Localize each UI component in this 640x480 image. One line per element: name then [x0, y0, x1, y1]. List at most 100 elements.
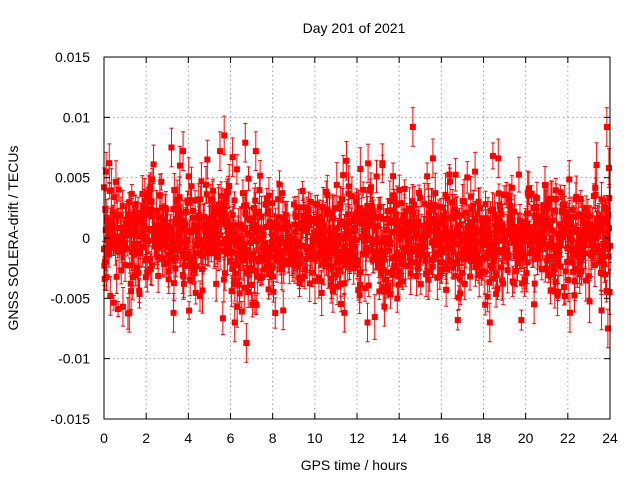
- data-point: [231, 302, 238, 343]
- y-tick-labels: -0.015 -0.01 -0.005 0 0.005 0.01 0.015: [50, 49, 90, 427]
- data-point: [170, 293, 177, 333]
- data-point: [429, 138, 436, 179]
- y-axis-title: GNSS SOLERA-drift / TECUs: [5, 146, 21, 331]
- data-point: [518, 309, 525, 331]
- x-tick-label: 2: [142, 430, 150, 446]
- data-point: [360, 181, 367, 199]
- data-point: [425, 259, 432, 300]
- data-point: [452, 157, 459, 192]
- data-point: [495, 183, 502, 204]
- data-point: [318, 269, 325, 317]
- data-point: [566, 160, 573, 199]
- y-tick-label: 0: [82, 230, 90, 246]
- data-point: [399, 272, 406, 290]
- data-point: [489, 142, 496, 170]
- data-point: [379, 143, 386, 183]
- x-tick-labels: 0 2 4 6 8 10 12 14 16 18 20 22 24: [100, 430, 618, 446]
- x-tick-label: 6: [227, 430, 235, 446]
- data-point: [500, 262, 507, 306]
- data-point: [443, 272, 450, 307]
- data-point: [198, 162, 205, 201]
- data-point: [231, 191, 238, 210]
- data-point: [508, 175, 515, 201]
- data-point: [112, 160, 119, 204]
- data-point: [203, 184, 210, 204]
- data-point: [276, 200, 283, 234]
- data-point: [196, 280, 203, 312]
- data-point: [192, 190, 199, 211]
- data-point: [486, 302, 493, 343]
- data-point: [219, 301, 226, 336]
- y-tick-label: -0.01: [58, 351, 90, 367]
- data-point: [204, 139, 211, 180]
- data-point: [401, 179, 408, 199]
- y-tick-label: -0.015: [50, 411, 90, 427]
- data-point: [272, 297, 279, 329]
- x-tick-label: 12: [349, 430, 365, 446]
- data-point: [525, 171, 532, 206]
- data-point: [598, 290, 605, 331]
- x-tick-label: 16: [434, 430, 450, 446]
- data-point: [454, 309, 461, 331]
- data-point: [221, 115, 228, 156]
- y-tick-label: -0.005: [50, 290, 90, 306]
- data-point: [365, 143, 372, 184]
- axis-ticks: [103, 56, 611, 420]
- data-point: [252, 131, 259, 171]
- data-point: [220, 256, 227, 303]
- data-point: [115, 177, 122, 202]
- data-point: [573, 175, 580, 219]
- data-point: [457, 281, 464, 305]
- data-point: [192, 281, 199, 305]
- x-tick-label: 0: [100, 430, 108, 446]
- data-point: [168, 127, 175, 168]
- x-tick-label: 10: [307, 430, 323, 446]
- data-point: [417, 273, 424, 295]
- data-point: [107, 276, 114, 316]
- data-point: [593, 142, 600, 188]
- x-tick-label: 18: [476, 430, 492, 446]
- data-point: [531, 284, 538, 325]
- data-point: [126, 293, 133, 333]
- data-point: [245, 166, 252, 191]
- data-point: [238, 300, 245, 323]
- data-point: [299, 180, 306, 201]
- x-tick-label: 14: [391, 430, 407, 446]
- data-point: [343, 140, 350, 181]
- chart-title: Day 201 of 2021: [303, 20, 406, 36]
- data-point: [243, 323, 250, 363]
- data-point: [505, 240, 512, 275]
- data-point: [495, 138, 502, 179]
- data-point: [354, 251, 361, 280]
- data-point: [494, 277, 501, 301]
- data-point: [557, 256, 564, 277]
- data-point: [538, 258, 545, 281]
- data-point: [186, 301, 193, 320]
- data-point: [323, 180, 330, 203]
- x-tick-label: 24: [602, 430, 618, 446]
- data-point: [409, 107, 416, 147]
- data-point: [364, 302, 371, 343]
- data-point: [158, 173, 165, 191]
- data-point: [269, 189, 276, 217]
- data-point: [311, 257, 318, 304]
- data-point: [242, 122, 249, 163]
- data-point: [226, 164, 233, 209]
- data-point: [575, 202, 582, 226]
- data-point: [103, 151, 110, 192]
- data-point: [103, 263, 110, 291]
- data-point: [213, 266, 220, 302]
- data-point: [180, 131, 187, 171]
- x-axis-title: GPS time / hours: [301, 457, 408, 473]
- data-point: [136, 279, 143, 309]
- data-point: [394, 284, 401, 313]
- data-point: [253, 294, 260, 316]
- data-points: [101, 107, 613, 363]
- data-point: [199, 267, 206, 314]
- data-point: [586, 280, 593, 323]
- data-point: [150, 144, 157, 185]
- data-point: [193, 257, 200, 275]
- y-tick-label: 0.015: [55, 49, 90, 65]
- data-point: [216, 131, 223, 171]
- data-point: [307, 193, 314, 211]
